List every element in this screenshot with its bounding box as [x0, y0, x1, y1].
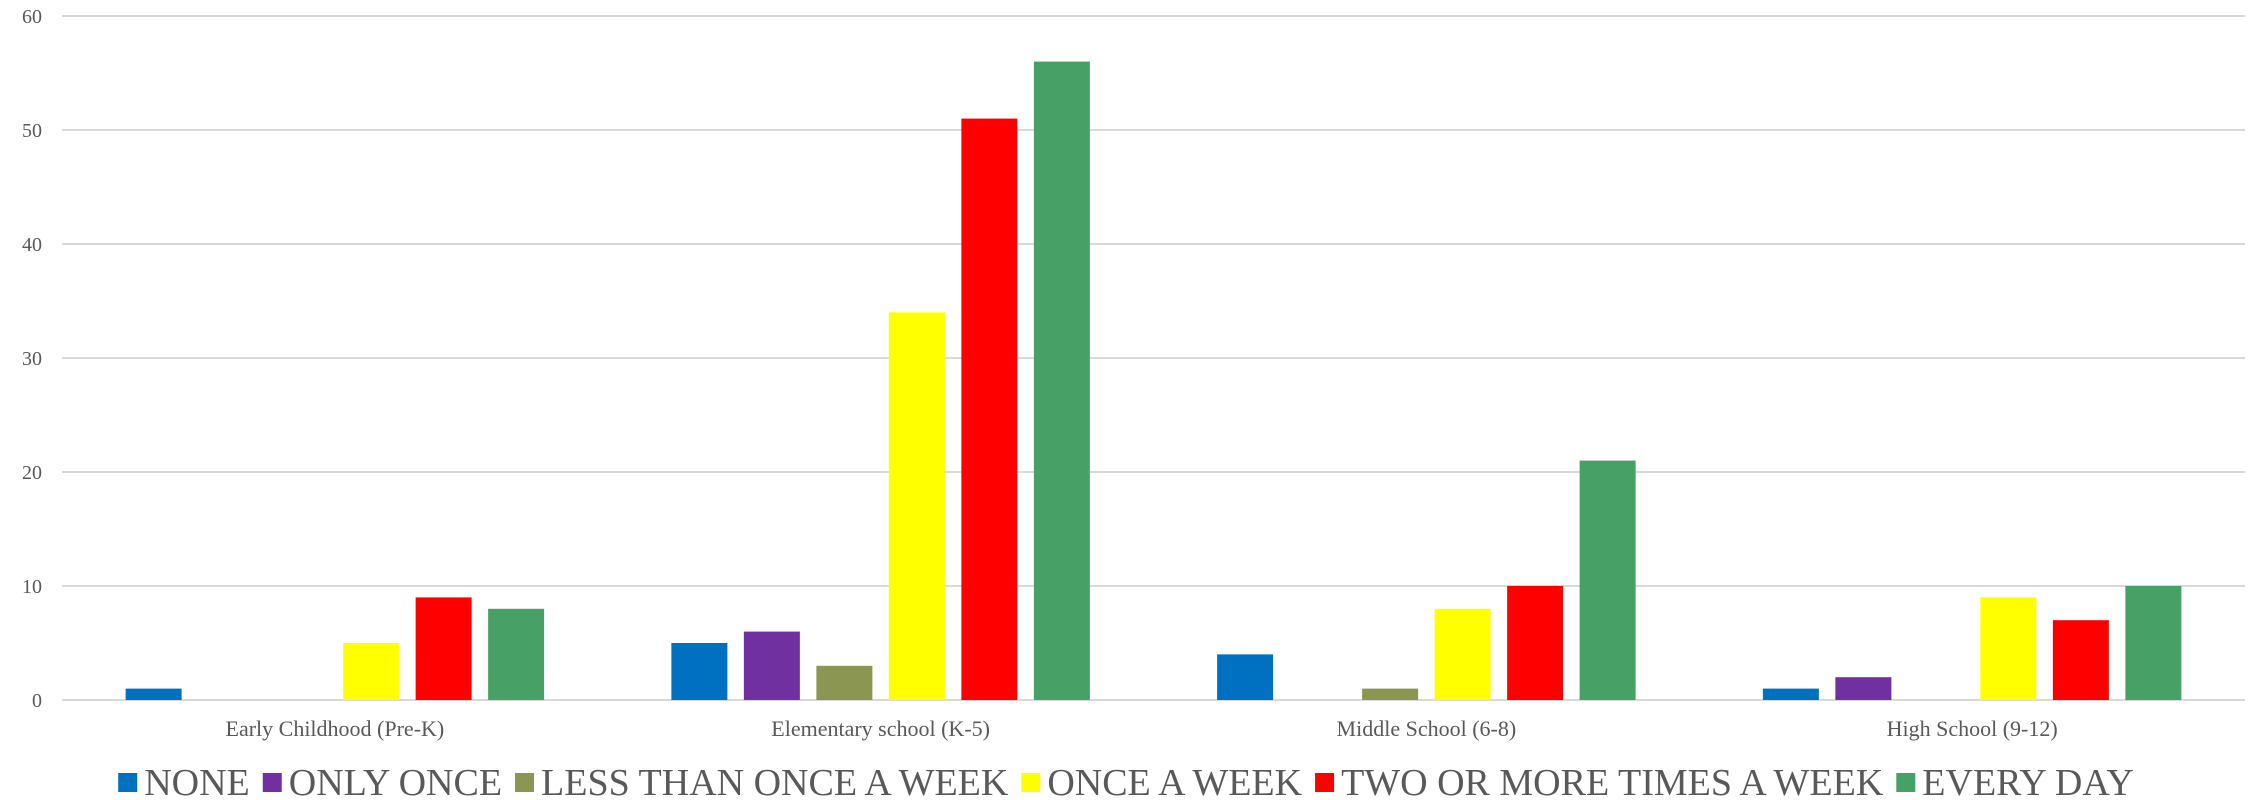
bar — [961, 118, 1018, 701]
legend-swatch — [1896, 773, 1916, 792]
legend-item: ONCE A WEEK — [1021, 762, 1303, 800]
legend-item: TWO OR MORE TIMES A WEEK — [1315, 762, 1884, 800]
y-tick-label: 50 — [22, 120, 42, 142]
legend-swatch — [118, 773, 138, 792]
legend-swatch — [515, 773, 535, 792]
legend-label: TWO OR MORE TIMES A WEEK — [1341, 762, 1884, 800]
bar — [743, 631, 800, 700]
bar — [415, 597, 472, 700]
bar — [343, 643, 400, 700]
y-tick-label: 60 — [22, 6, 42, 28]
legend-item: NONE — [118, 762, 250, 800]
bar — [488, 608, 545, 700]
bar — [888, 312, 945, 700]
bar — [1033, 61, 1090, 701]
bar — [1434, 608, 1491, 700]
legend: NONE ONLY ONCE LESS THAN ONCE A WEEK ONCE A… — [118, 762, 2134, 800]
legend-swatch — [1021, 773, 1041, 792]
bar — [1217, 654, 1274, 700]
legend-item: ONLY ONCE — [262, 762, 502, 800]
bar — [2052, 620, 2109, 700]
x-axis-categories: Early Childhood (Pre-K) Elementary school… — [226, 716, 2058, 741]
legend-swatch — [262, 773, 282, 792]
x-category-label: Early Childhood (Pre-K) — [226, 716, 445, 741]
gridlines — [62, 15, 2245, 701]
y-tick-label: 40 — [22, 234, 42, 256]
bar — [1980, 597, 2037, 700]
y-tick-label: 10 — [22, 576, 42, 598]
bar — [816, 665, 873, 700]
bar — [125, 688, 182, 700]
bar — [1762, 688, 1819, 700]
legend-label: NONE — [144, 762, 250, 800]
legend-item: EVERY DAY — [1896, 762, 2134, 800]
bar — [1507, 586, 1564, 700]
bar — [2125, 586, 2182, 700]
legend-label: LESS THAN ONCE A WEEK — [541, 762, 1009, 800]
legend-label: ONCE A WEEK — [1047, 762, 1302, 800]
x-category-label: Elementary school (K-5) — [771, 716, 990, 741]
y-axis-ticks: 0 10 20 30 40 50 60 — [22, 6, 42, 712]
y-tick-label: 20 — [22, 462, 42, 484]
bar — [1362, 688, 1419, 700]
bars — [125, 61, 2182, 701]
y-tick-label: 30 — [22, 348, 42, 370]
y-tick-label: 0 — [32, 690, 42, 712]
legend-item: LESS THAN ONCE A WEEK — [515, 762, 1009, 800]
bar — [1579, 460, 1636, 700]
legend-label: EVERY DAY — [1922, 762, 2134, 800]
bar — [671, 643, 728, 700]
x-category-label: High School (9-12) — [1887, 716, 2058, 741]
legend-swatch — [1315, 773, 1335, 792]
x-category-label: Middle School (6-8) — [1337, 716, 1517, 741]
legend-label: ONLY ONCE — [289, 762, 502, 800]
bar — [1835, 677, 1892, 700]
